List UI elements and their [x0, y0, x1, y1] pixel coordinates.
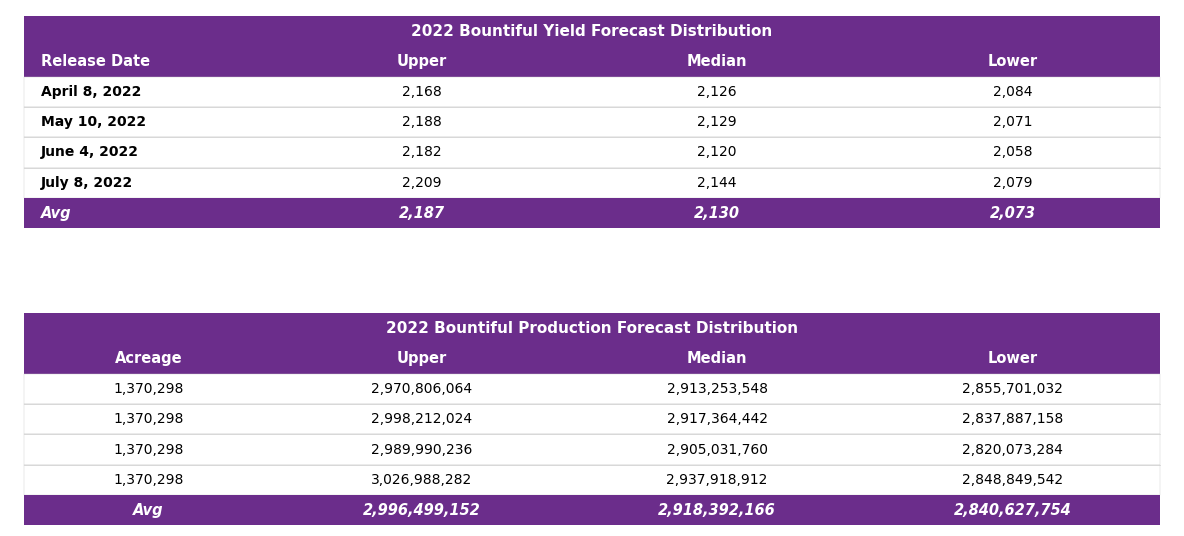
FancyBboxPatch shape: [24, 374, 1160, 404]
Text: 2,918,392,166: 2,918,392,166: [658, 503, 776, 518]
Text: 2,820,073,284: 2,820,073,284: [963, 443, 1063, 457]
Text: 2,120: 2,120: [697, 145, 736, 160]
Text: Upper: Upper: [397, 54, 446, 69]
Text: 1,370,298: 1,370,298: [114, 382, 184, 396]
Text: 2,182: 2,182: [401, 145, 442, 160]
Text: Lower: Lower: [987, 54, 1037, 69]
Text: July 8, 2022: July 8, 2022: [40, 176, 133, 190]
Text: 2,188: 2,188: [401, 115, 442, 129]
FancyBboxPatch shape: [24, 137, 1160, 168]
Text: 2,144: 2,144: [697, 176, 736, 190]
Text: 2,079: 2,079: [993, 176, 1032, 190]
Text: 2,073: 2,073: [990, 206, 1036, 221]
Text: 2,937,918,912: 2,937,918,912: [667, 473, 767, 487]
Text: 1,370,298: 1,370,298: [114, 443, 184, 457]
FancyBboxPatch shape: [24, 47, 1160, 77]
FancyBboxPatch shape: [24, 404, 1160, 434]
Text: 2,855,701,032: 2,855,701,032: [963, 382, 1063, 396]
Text: 3,026,988,282: 3,026,988,282: [371, 473, 472, 487]
Text: 2,058: 2,058: [993, 145, 1032, 160]
FancyBboxPatch shape: [24, 344, 1160, 374]
Text: 2,840,627,754: 2,840,627,754: [953, 503, 1072, 518]
FancyBboxPatch shape: [24, 465, 1160, 495]
Text: 1,370,298: 1,370,298: [114, 473, 184, 487]
Text: 2,905,031,760: 2,905,031,760: [667, 443, 767, 457]
Text: 2,071: 2,071: [993, 115, 1032, 129]
FancyBboxPatch shape: [24, 168, 1160, 198]
Text: 2,848,849,542: 2,848,849,542: [961, 473, 1063, 487]
FancyBboxPatch shape: [24, 313, 1160, 344]
Text: Lower: Lower: [987, 351, 1037, 366]
Text: Median: Median: [687, 54, 747, 69]
FancyBboxPatch shape: [24, 495, 1160, 525]
Text: Avg: Avg: [40, 206, 71, 221]
Text: 2,998,212,024: 2,998,212,024: [371, 412, 472, 426]
Text: Acreage: Acreage: [115, 351, 182, 366]
Text: 2,837,887,158: 2,837,887,158: [961, 412, 1063, 426]
Text: April 8, 2022: April 8, 2022: [40, 85, 141, 99]
Text: Avg: Avg: [134, 503, 165, 518]
Text: Release Date: Release Date: [40, 54, 150, 69]
Text: 2,917,364,442: 2,917,364,442: [667, 412, 767, 426]
Text: 2,187: 2,187: [399, 206, 444, 221]
Text: May 10, 2022: May 10, 2022: [40, 115, 146, 129]
Text: 2022 Bountiful Yield Forecast Distribution: 2022 Bountiful Yield Forecast Distributi…: [411, 24, 773, 39]
FancyBboxPatch shape: [24, 198, 1160, 228]
FancyBboxPatch shape: [24, 107, 1160, 137]
Text: 2,989,990,236: 2,989,990,236: [371, 443, 472, 457]
Text: 2,970,806,064: 2,970,806,064: [371, 382, 472, 396]
Text: 2,129: 2,129: [697, 115, 736, 129]
Text: 2,996,499,152: 2,996,499,152: [362, 503, 481, 518]
FancyBboxPatch shape: [24, 434, 1160, 465]
FancyBboxPatch shape: [24, 16, 1160, 47]
Text: 2,168: 2,168: [401, 85, 442, 99]
Text: June 4, 2022: June 4, 2022: [40, 145, 139, 160]
Text: 2022 Bountiful Production Forecast Distribution: 2022 Bountiful Production Forecast Distr…: [386, 321, 798, 336]
Text: Upper: Upper: [397, 351, 446, 366]
Text: 2,209: 2,209: [401, 176, 442, 190]
Text: Median: Median: [687, 351, 747, 366]
Text: 1,370,298: 1,370,298: [114, 412, 184, 426]
Text: 2,913,253,548: 2,913,253,548: [667, 382, 767, 396]
Text: 2,126: 2,126: [697, 85, 736, 99]
FancyBboxPatch shape: [24, 77, 1160, 107]
Text: 2,130: 2,130: [694, 206, 740, 221]
Text: 2,084: 2,084: [993, 85, 1032, 99]
